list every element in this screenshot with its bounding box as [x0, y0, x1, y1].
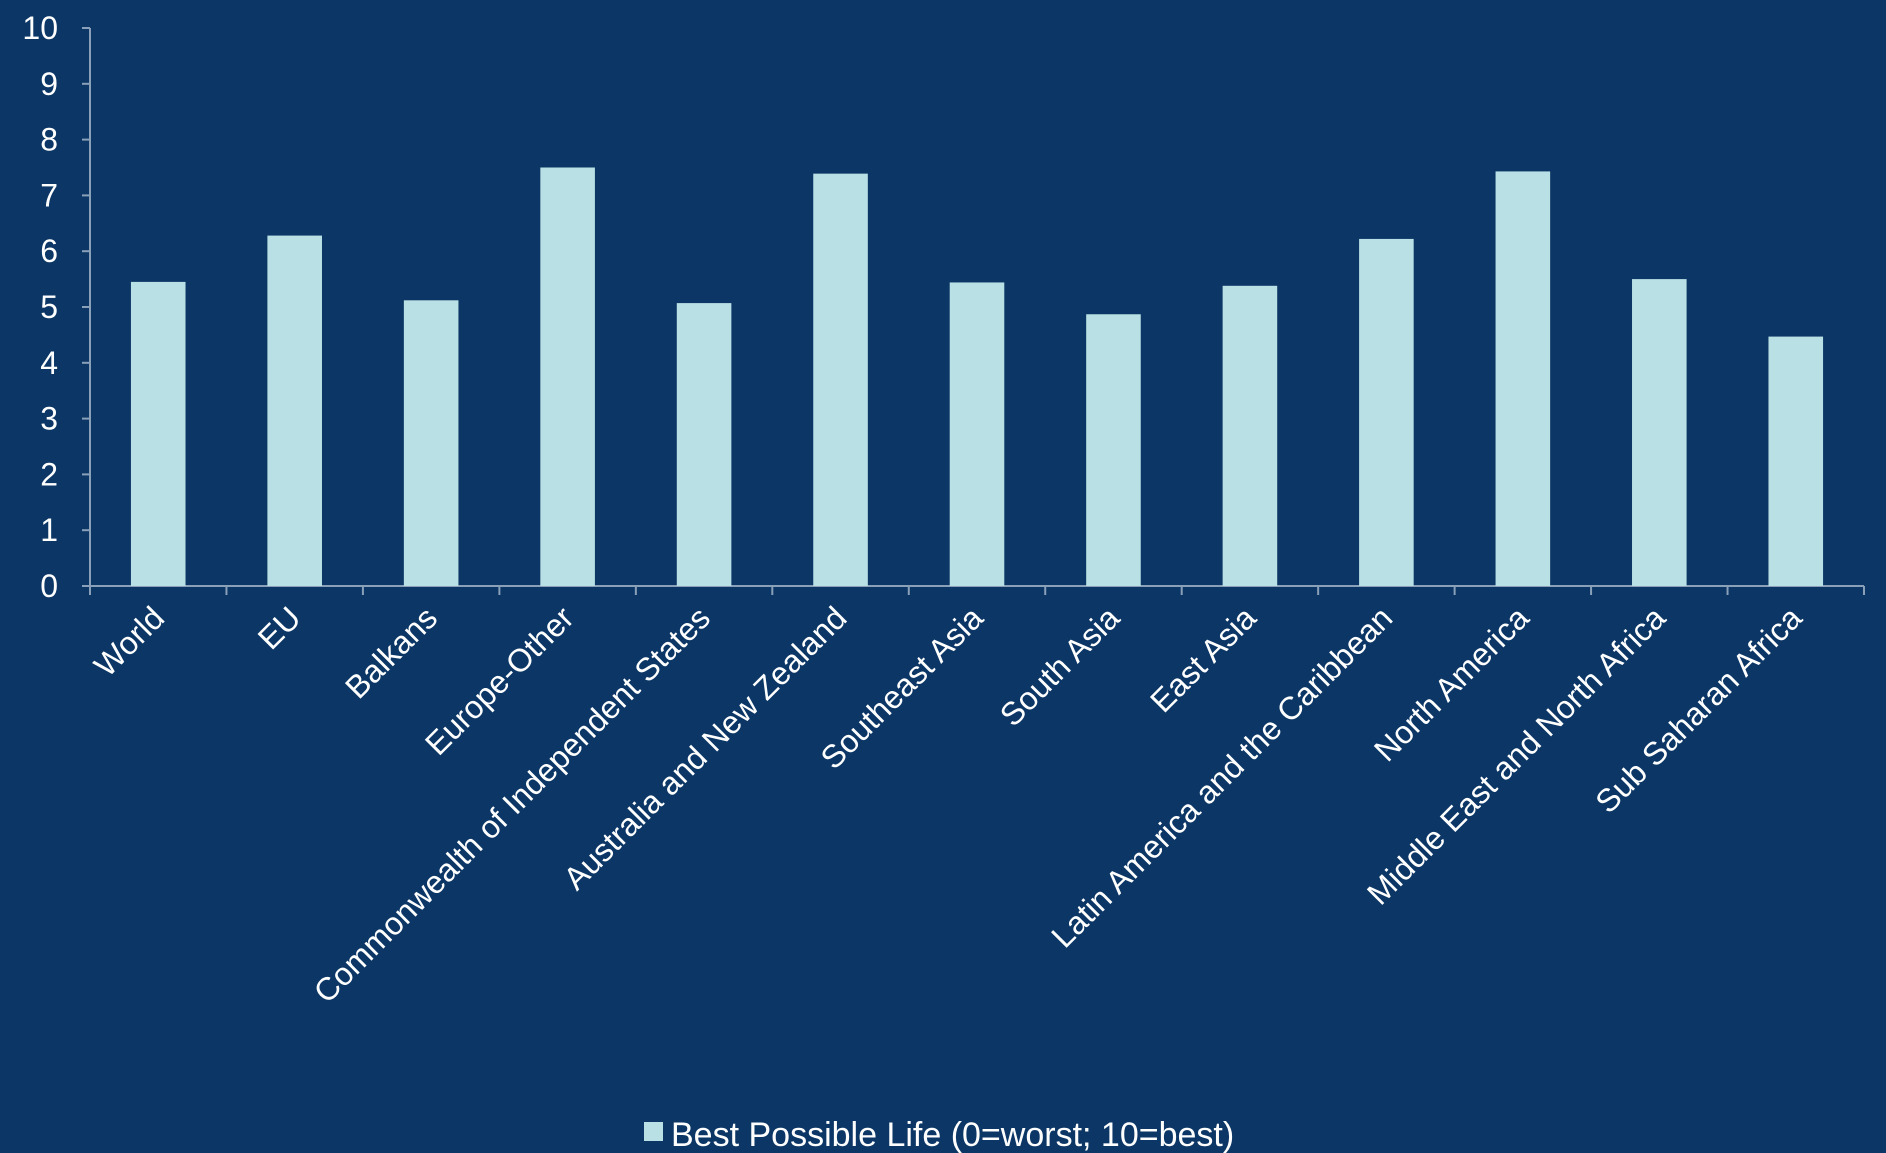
y-tick-label: 8: [40, 122, 58, 158]
bar: [1222, 285, 1278, 586]
bar: [1086, 314, 1141, 586]
bar: [676, 303, 732, 586]
bar: [540, 167, 595, 586]
y-tick-label: 2: [40, 456, 58, 492]
y-tick-label: 10: [22, 10, 58, 46]
bar: [1768, 336, 1824, 586]
x-category-label: Middle East and North Africa: [1360, 599, 1672, 911]
bar: [1495, 171, 1551, 586]
x-category-label: Australia and New Zealand: [556, 599, 853, 896]
y-tick-label: 1: [40, 512, 58, 548]
bar: [949, 282, 1005, 586]
bar: [130, 281, 186, 586]
y-tick-label: 7: [40, 177, 58, 213]
bar: [1359, 238, 1414, 586]
x-category-label: East Asia: [1143, 599, 1263, 719]
y-tick-label: 4: [40, 345, 58, 381]
x-axis: [89, 585, 1865, 595]
bar: [1632, 279, 1687, 586]
y-tick-label: 3: [40, 401, 58, 437]
bar: [267, 235, 322, 587]
bar: [813, 173, 868, 586]
y-tick-label: 0: [40, 568, 58, 604]
y-axis: 0 1 2 3 4 5 6 7 8 9 10: [22, 10, 91, 604]
y-tick-label: 6: [40, 233, 58, 269]
bar-series: [130, 167, 1824, 587]
legend: Best Possible Life (0=worst; 10=best): [644, 1116, 1234, 1153]
y-tick-label: 9: [40, 66, 58, 102]
legend-label: Best Possible Life (0=worst; 10=best): [671, 1116, 1234, 1153]
legend-swatch: [644, 1122, 663, 1141]
y-tick-label: 5: [40, 289, 58, 325]
x-category-label: EU: [251, 599, 308, 656]
bar: [403, 300, 459, 586]
x-category-label: Balkans: [338, 599, 444, 705]
x-category-label: South Asia: [993, 599, 1127, 733]
x-category-label: World: [87, 599, 171, 683]
